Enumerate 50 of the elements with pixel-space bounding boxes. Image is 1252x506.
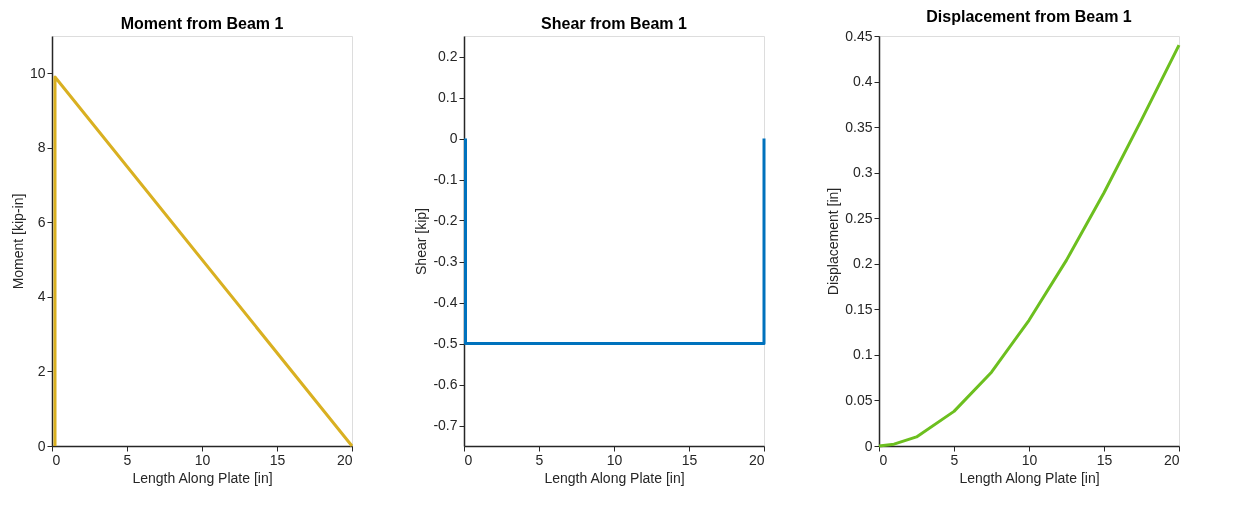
x-axis-title: Length Along Plate [in] [544, 469, 685, 486]
x-tick-label: 20 [748, 451, 765, 468]
y-tick-label: -0.3 [433, 253, 458, 269]
y-tick-label: -0.4 [433, 294, 458, 310]
x-tick-label: 5 [950, 451, 959, 468]
chart-title: Displacement from Beam 1 [926, 8, 1132, 25]
y-axis-title: Shear [kip] [413, 208, 430, 275]
chart-title: Shear from Beam 1 [541, 15, 688, 32]
x-axis-title: Length Along Plate [in] [959, 469, 1100, 486]
y-tick-label: 6 [37, 213, 46, 230]
y-tick-label: 0.05 [845, 391, 873, 408]
x-tick-label: 10 [194, 451, 211, 468]
y-tick-label: 0 [864, 437, 873, 454]
x-tick-label: 20 [1163, 451, 1180, 468]
y-tick-label: 4 [37, 288, 46, 305]
y-tick-label: 0.4 [853, 73, 873, 90]
x-tick-label: 15 [1096, 451, 1113, 468]
x-tick-label: 5 [535, 451, 544, 468]
y-tick-label: -0.2 [433, 212, 458, 228]
y-tick-label: -0.7 [433, 417, 458, 433]
x-tick-label: 0 [52, 451, 61, 468]
y-tick-label: -0.1 [433, 171, 458, 187]
y-tick-label: 2 [37, 362, 46, 379]
y-axis-title: Moment [kip-in] [9, 193, 26, 290]
y-axis-title: Displacement [in] [825, 187, 842, 296]
y-tick-label: -0.6 [433, 376, 458, 392]
y-tick-label: 0.25 [845, 209, 873, 226]
y-tick-label: 0.2 [853, 255, 873, 272]
x-tick-label: 5 [123, 451, 132, 468]
x-tick-label: 0 [879, 451, 888, 468]
x-tick-label: 0 [464, 451, 473, 468]
y-tick-label: 0.1 [853, 346, 873, 363]
y-tick-label: 0.35 [845, 118, 873, 135]
y-tick-label: 0.45 [845, 27, 873, 44]
x-tick-label: 10 [1021, 451, 1038, 468]
y-tick-label: 8 [37, 139, 46, 156]
x-tick-label: 20 [336, 451, 353, 468]
y-tick-label: 10 [29, 64, 46, 81]
x-tick-label: 15 [681, 451, 698, 468]
y-tick-label: -0.5 [433, 335, 458, 351]
x-tick-label: 10 [606, 451, 623, 468]
y-tick-label: 0 [37, 437, 46, 454]
y-tick-label: 0.2 [438, 48, 458, 64]
y-tick-label: 0.3 [853, 164, 873, 181]
y-tick-label: 0 [449, 130, 458, 146]
x-tick-label: 15 [269, 451, 286, 468]
x-axis-title: Length Along Plate [in] [132, 469, 273, 486]
chart-title: Moment from Beam 1 [120, 15, 284, 32]
y-tick-label: 0.15 [845, 300, 873, 317]
y-tick-label: 0.1 [438, 89, 458, 105]
